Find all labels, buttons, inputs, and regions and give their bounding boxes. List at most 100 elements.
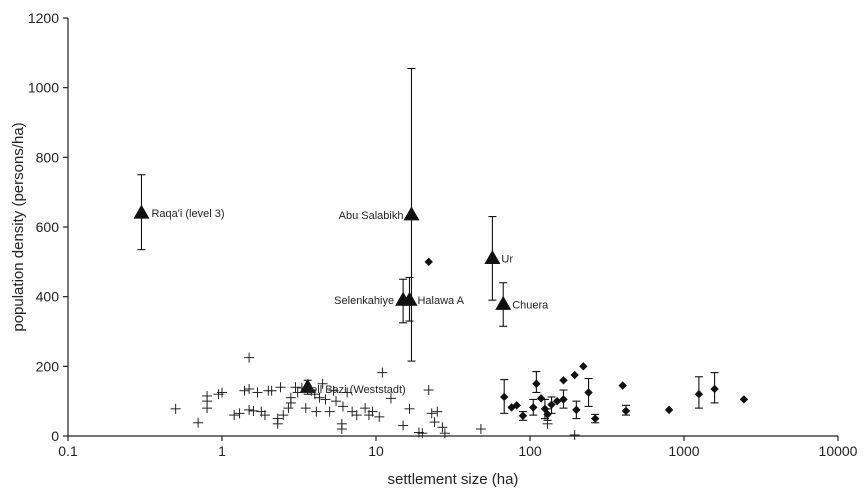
diamond-marker bbox=[543, 410, 552, 419]
plus-marker bbox=[239, 385, 250, 396]
x-tick-label: 1 bbox=[218, 443, 226, 459]
triangle-marker bbox=[401, 291, 418, 306]
plus-marker bbox=[331, 396, 342, 407]
diamond-marker bbox=[590, 414, 600, 423]
plus-marker bbox=[292, 387, 303, 398]
plus-marker bbox=[328, 385, 339, 396]
diamond-marker bbox=[664, 405, 674, 415]
plus-marker bbox=[423, 385, 434, 396]
diamond-marker bbox=[529, 403, 538, 412]
plus-marker bbox=[342, 387, 353, 398]
diamond-marker bbox=[532, 379, 541, 388]
site-label: Chuera bbox=[512, 299, 549, 311]
y-tick-label: 600 bbox=[36, 219, 60, 235]
y-tick-label: 800 bbox=[36, 149, 60, 165]
diamond-marker bbox=[559, 376, 568, 385]
diamond-marker bbox=[710, 384, 719, 394]
plus-marker bbox=[317, 378, 328, 389]
plus-marker bbox=[324, 406, 335, 417]
plus-marker bbox=[432, 406, 443, 417]
plus-marker bbox=[398, 420, 409, 431]
plus-marker bbox=[377, 367, 388, 378]
plus-marker bbox=[300, 403, 311, 414]
diamond-marker bbox=[512, 401, 521, 410]
diamond-marker bbox=[547, 400, 556, 409]
plus-marker bbox=[439, 428, 450, 439]
x-tick-label: 0.1 bbox=[58, 443, 78, 459]
plus-marker bbox=[360, 403, 371, 414]
x-axis-title: settlement size (ha) bbox=[388, 471, 519, 488]
plus-marker bbox=[296, 382, 307, 393]
plus-marker bbox=[252, 387, 263, 398]
plus-marker bbox=[202, 390, 213, 401]
plus-marker bbox=[367, 406, 378, 417]
y-tick-label: 1000 bbox=[28, 80, 59, 96]
plus-marker bbox=[275, 382, 286, 393]
plus-marker bbox=[385, 393, 396, 404]
diamond-marker bbox=[621, 406, 631, 416]
plus-marker bbox=[311, 406, 322, 417]
diamond-marker bbox=[584, 388, 593, 397]
y-tick-label: 0 bbox=[51, 428, 59, 444]
triangle-marker bbox=[495, 295, 512, 310]
plus-marker bbox=[283, 403, 294, 414]
plus-marker bbox=[417, 428, 428, 439]
triangle-marker bbox=[484, 249, 501, 264]
triangle-marker bbox=[403, 206, 420, 221]
site-label: Tell Bazi (Weststadt) bbox=[306, 384, 406, 396]
plus-marker bbox=[337, 401, 348, 412]
site-label: Abu Salabikh bbox=[339, 210, 404, 222]
y-tick-label: 400 bbox=[36, 289, 60, 305]
plus-marker bbox=[244, 352, 255, 363]
site-label: Selenkahiye bbox=[334, 295, 394, 307]
diamond-marker bbox=[618, 381, 627, 390]
x-tick-label: 10 bbox=[368, 443, 384, 459]
plus-marker bbox=[426, 408, 437, 419]
diamond-marker bbox=[536, 394, 546, 403]
x-tick-label: 1000 bbox=[668, 443, 699, 459]
plus-marker bbox=[285, 392, 296, 403]
diamond-marker bbox=[507, 403, 516, 412]
plus-marker bbox=[229, 410, 240, 421]
diamond-marker bbox=[552, 396, 562, 406]
diamond-marker bbox=[694, 390, 704, 399]
x-tick-label: 100 bbox=[518, 443, 542, 459]
plus-marker bbox=[259, 410, 270, 421]
plus-marker bbox=[429, 417, 440, 428]
plus-marker bbox=[193, 417, 204, 428]
plus-marker bbox=[170, 403, 181, 414]
diamond-marker bbox=[739, 395, 749, 404]
plus-marker bbox=[266, 385, 277, 396]
diamond-marker bbox=[570, 370, 579, 380]
plus-marker bbox=[278, 410, 289, 421]
plus-marker bbox=[437, 422, 448, 433]
diamond-marker bbox=[579, 362, 588, 371]
x-axis-ticks: 0.1 1 10 100 1000 10000 bbox=[58, 436, 858, 459]
y-axis-title: population density (persons/ha) bbox=[10, 122, 27, 331]
x-tick-label: 10000 bbox=[819, 443, 858, 459]
y-axis-ticks: 0 200 400 600 800 1000 1200 bbox=[28, 10, 68, 444]
site-label: Raqa'i (level 3) bbox=[151, 208, 224, 220]
plus-marker bbox=[569, 429, 580, 440]
data-markers bbox=[133, 204, 749, 440]
plus-marker bbox=[374, 411, 385, 422]
plus-marker bbox=[475, 424, 486, 435]
plus-marker bbox=[244, 383, 255, 394]
triangle-marker bbox=[133, 204, 150, 219]
plus-marker bbox=[244, 404, 255, 415]
plus-marker bbox=[320, 394, 331, 405]
y-tick-label: 200 bbox=[36, 358, 60, 374]
site-label: Ur bbox=[501, 253, 513, 265]
axes bbox=[67, 18, 838, 437]
plus-marker bbox=[248, 405, 259, 416]
diamond-marker bbox=[518, 411, 528, 420]
plus-marker bbox=[290, 382, 301, 393]
site-label: Halawa A bbox=[417, 295, 464, 307]
y-tick-label: 1200 bbox=[28, 10, 59, 26]
error-bars bbox=[137, 67, 719, 424]
plus-marker bbox=[234, 408, 245, 419]
plus-marker bbox=[217, 387, 227, 398]
plus-marker bbox=[351, 410, 362, 421]
plus-marker bbox=[314, 392, 325, 403]
